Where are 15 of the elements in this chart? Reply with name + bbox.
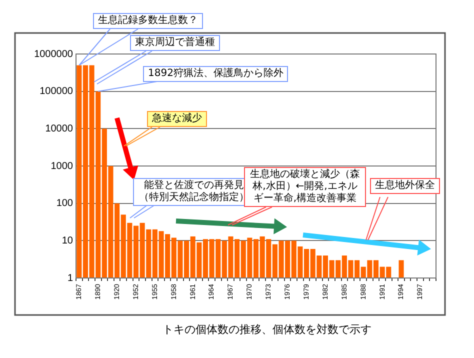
y-tick-label: 1 [67, 272, 74, 284]
annotation: 生息地の破壊と減少（森林,水田）←開発,エネルギー革命,構造改善事業 [250, 169, 360, 204]
y-tick-label: 1000000 [34, 48, 74, 60]
y-tick-label: 100000 [40, 86, 74, 98]
y-tick-label: 10 [62, 235, 74, 246]
y-tick-label: 100 [56, 198, 74, 210]
y-tick-label: 1000 [50, 160, 74, 172]
annotation: 能登と佐渡での再発見（特別天然記念物指定） [139, 180, 249, 203]
annotation: 1892狩猟法、保護鳥から除外 [143, 66, 288, 82]
annotation: 急速な減少 [147, 111, 207, 127]
annotation: 生息地外保全 [370, 178, 440, 194]
annotation: 生息記録多数生息数？ [93, 13, 203, 29]
y-tick-label: 10000 [45, 123, 74, 134]
text: 東京周辺で普通種 [130, 35, 220, 51]
text: トキの個体数の推移、個体数を対数で示す [162, 322, 372, 337]
